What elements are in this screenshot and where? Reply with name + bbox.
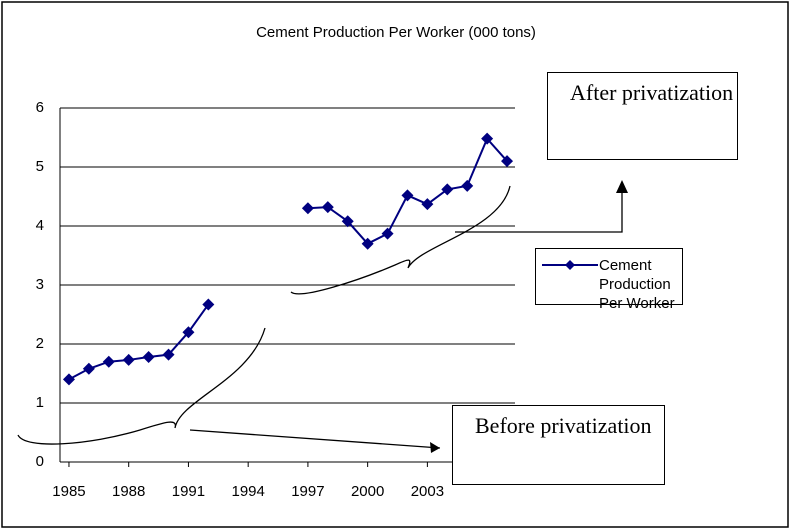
x-tick-label: 1991 [172, 483, 205, 500]
series-line [68, 136, 508, 381]
annotation: After privatization [570, 80, 734, 105]
data-point [441, 183, 454, 196]
data-point [82, 362, 95, 375]
data-point [361, 237, 374, 250]
data-point [142, 350, 155, 363]
data-point [321, 201, 334, 214]
y-tick-label: 4 [36, 217, 44, 234]
data-point [481, 132, 494, 145]
y-tick-label: 5 [36, 158, 44, 175]
arrow-head [430, 442, 440, 453]
annotation-box: Before privatization [452, 405, 665, 485]
data-point [202, 298, 215, 311]
arrow [189, 429, 441, 449]
annotation-shapes [17, 185, 623, 449]
x-tick-label: 1997 [291, 483, 324, 500]
legend-symbol [542, 260, 598, 270]
legend-label: Cement Production Per Worker [599, 257, 675, 312]
x-tick-label: 1985 [52, 483, 85, 500]
data-point [381, 227, 394, 240]
data-point [102, 355, 115, 368]
chart-title: Cement Production Per Worker (000 tons) [256, 24, 536, 41]
brace [290, 185, 511, 295]
x-tick-label: 2003 [411, 483, 444, 500]
y-tick-label: 6 [36, 99, 44, 116]
y-tick-label: 1 [36, 394, 44, 411]
data-point [162, 348, 175, 361]
legend-marker [565, 260, 575, 270]
data-point [341, 215, 354, 228]
data-point [301, 202, 314, 215]
x-tick-label: 1988 [112, 483, 145, 500]
data-point [401, 189, 414, 202]
brace [17, 327, 266, 445]
legend: Cement Production Per Worker [535, 248, 683, 312]
y-tick-label: 2 [36, 335, 44, 352]
data-point [421, 198, 434, 211]
annotation: Before privatization [475, 413, 652, 438]
data-point [501, 155, 514, 168]
arrow [455, 190, 623, 233]
annotation-box: After privatization [547, 72, 738, 160]
y-tick-label: 0 [36, 453, 44, 470]
x-tick-label: 1994 [231, 483, 264, 500]
x-tick-label: 2000 [351, 483, 384, 500]
data-point [122, 353, 135, 366]
arrow-head [616, 180, 628, 193]
data-point [62, 373, 75, 386]
data-point [182, 326, 195, 339]
data-point [461, 179, 474, 192]
y-tick-label: 3 [36, 276, 44, 293]
